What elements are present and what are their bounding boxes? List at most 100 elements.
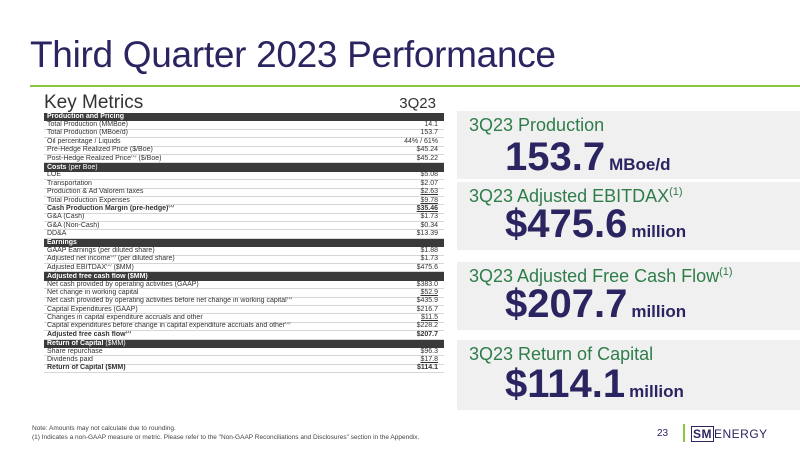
- metric-row: Dividends paid $17.8: [44, 356, 444, 365]
- metric-label: Adjusted net income(1) (per diluted shar…: [47, 255, 175, 263]
- metric-label: Oil percentage / Liquids: [47, 137, 121, 145]
- metric-label: LOE: [47, 171, 62, 179]
- metric-value: $2.07: [420, 179, 438, 187]
- metric-value: $216.7: [416, 305, 438, 313]
- footnotes: Note: Amounts may not calculate due to r…: [32, 424, 419, 442]
- metric-value: 153.7: [420, 129, 438, 137]
- metric-label: Dividends paid: [47, 356, 93, 364]
- metric-label: Total Production (MBoe/d): [47, 129, 128, 137]
- metric-value: $35.46: [416, 205, 438, 212]
- metric-label: Total Production (MMBoe): [47, 121, 128, 129]
- metric-value: $45.24: [416, 146, 438, 154]
- metric-value: $1.73: [420, 255, 438, 263]
- metric-label: G&A (Cash): [47, 213, 85, 221]
- section-header-row: Return of Capital ($MM): [44, 339, 444, 348]
- metric-value: $5.08: [420, 171, 438, 179]
- key-metrics-table: Production and Pricing Total Production (…: [44, 113, 444, 374]
- highlight-free-cash-flow: 3Q23 Adjusted Free Cash Flow(1) $207.7 mi…: [457, 262, 800, 330]
- metric-value: $2.63: [420, 188, 438, 196]
- page-title: Third Quarter 2023 Performance: [30, 34, 556, 75]
- metric-label: Capital Expenditures (GAAP): [47, 305, 138, 313]
- title-rule: [30, 85, 800, 87]
- metric-row: Capital Expenditures (GAAP) $216.7: [44, 305, 444, 315]
- metric-value: $1.88: [420, 246, 438, 254]
- metric-value: $11.5: [421, 314, 438, 322]
- metric-row: Changes in capital expenditure accruals …: [44, 314, 444, 323]
- metric-label: Adjusted free cash flow(1): [47, 330, 132, 338]
- metric-label: Adjusted EBITDAX(1) ($MM): [47, 263, 134, 271]
- metric-row: DD&A $13.39: [44, 230, 444, 239]
- metric-value: $207.7: [416, 330, 438, 338]
- metric-row: Capital expenditures before change in ca…: [44, 322, 444, 332]
- highlight-label: 3Q23 Production: [469, 115, 605, 135]
- section-header-row: Production and Pricing: [44, 113, 444, 122]
- highlight-ebitdax: 3Q23 Adjusted EBITDAX(1) $475.6 million: [457, 182, 800, 250]
- metric-label: G&A (Non-Cash): [47, 221, 100, 229]
- metric-label: Capital expenditures before change in ca…: [47, 322, 291, 330]
- metric-label: Earnings: [47, 239, 77, 247]
- section-header-row: Adjusted free cash flow ($MM): [44, 272, 444, 281]
- metric-label: Return of Capital ($MM): [47, 339, 126, 347]
- metric-label: Transportation: [47, 179, 92, 187]
- metric-label: DD&A: [47, 230, 67, 238]
- metric-value: 44% / 61%: [404, 137, 438, 145]
- metric-row: Oil percentage / Liquids 44% / 61%: [44, 137, 444, 147]
- metric-value: $17.8: [420, 356, 438, 364]
- metric-value: $0.34: [420, 221, 438, 229]
- metric-label: Share repurchase: [47, 347, 103, 355]
- metric-row: Total Production (MMBoe) 14.1: [44, 121, 444, 130]
- metric-row: Production & Ad Valorem taxes $2.63: [44, 188, 444, 197]
- metric-value: $13.39: [416, 230, 438, 238]
- metric-value: $9.78: [420, 196, 438, 204]
- metric-value: $52.9: [420, 288, 438, 296]
- metric-value: $383.0: [416, 280, 438, 288]
- highlight-value: $475.6 million: [505, 202, 687, 246]
- metric-row: G&A (Non-Cash) $0.34: [44, 221, 444, 231]
- metric-row: Pre-Hedge Realized Price ($/Boe) $45.24: [44, 146, 444, 155]
- key-metrics-header: Key Metrics 3Q23: [44, 92, 444, 113]
- metric-row: G&A (Cash) $1.73: [44, 213, 444, 223]
- highlight-label: 3Q23 Adjusted Free Cash Flow(1): [469, 266, 733, 286]
- highlight-value: $207.7 million: [505, 282, 687, 326]
- metric-value: $1.73: [420, 213, 438, 221]
- footnote-rounding: Note: Amounts may not calculate due to r…: [32, 425, 176, 432]
- metric-label: Production & Ad Valorem taxes: [47, 188, 144, 196]
- metric-value: $45.22: [416, 154, 438, 162]
- metric-label: Pre-Hedge Realized Price ($/Boe): [47, 146, 153, 154]
- highlight-label: 3Q23 Return of Capital: [469, 344, 654, 364]
- metric-row: Share repurchase $96.3: [44, 347, 444, 357]
- metric-label: Post-Hedge Realized Price(1) ($/Boe): [47, 154, 162, 162]
- key-metrics-column-label: 3Q23: [399, 95, 436, 112]
- metric-value: $96.3: [420, 347, 438, 355]
- section-header-row: Earnings: [44, 238, 444, 248]
- metric-value: $475.6: [416, 263, 438, 271]
- section-header-row: Costs (per Boe): [44, 163, 444, 172]
- metric-value: 14.1: [424, 121, 438, 129]
- metric-label: Adjusted free cash flow ($MM): [47, 272, 148, 280]
- metric-row: Adjusted net income(1) (per diluted shar…: [44, 255, 444, 265]
- metric-label: Net change in working capital: [47, 288, 139, 296]
- metric-row: Adjusted EBITDAX(1) ($MM) $475.6: [44, 263, 444, 273]
- metric-label: Net cash provided by operating activitie…: [47, 297, 293, 305]
- highlight-production: 3Q23 Production 153.7 MBoe/d: [457, 111, 800, 179]
- metric-label: Cash Production Margin (pre-hedge)(1): [47, 205, 174, 212]
- metric-label: GAAP Earnings (per diluted share): [47, 246, 155, 254]
- highlight-value: 153.7 MBoe/d: [505, 135, 671, 179]
- metric-row: Adjusted free cash flow(1) $207.7: [44, 330, 444, 340]
- metric-value: $435.9: [416, 297, 438, 305]
- metric-row: Return of Capital ($MM) $114.1: [44, 364, 444, 374]
- metric-row: Transportation $2.07: [44, 179, 444, 189]
- metric-label: Net cash provided by operating activitie…: [47, 280, 199, 288]
- key-metrics-heading: Key Metrics: [44, 92, 144, 113]
- metric-row: GAAP Earnings (per diluted share) $1.88: [44, 246, 444, 256]
- metric-row: Post-Hedge Realized Price(1) ($/Boe) $45.…: [44, 154, 444, 164]
- metric-label: Changes in capital expenditure accruals …: [47, 314, 203, 322]
- metric-row: Net cash provided by operating activitie…: [44, 280, 444, 290]
- metric-row: Net change in working capital $52.9: [44, 288, 444, 298]
- metric-label: Production and Pricing: [47, 113, 125, 121]
- metric-row: LOE $5.08: [44, 171, 444, 181]
- footnote-non-gaap: (1) Indicates a non-GAAP measure or metr…: [32, 434, 420, 441]
- metric-label: Total Production Expenses: [47, 196, 130, 204]
- metric-row: Total Production Expenses $9.78: [44, 196, 444, 206]
- metric-value: $228.2: [416, 322, 438, 330]
